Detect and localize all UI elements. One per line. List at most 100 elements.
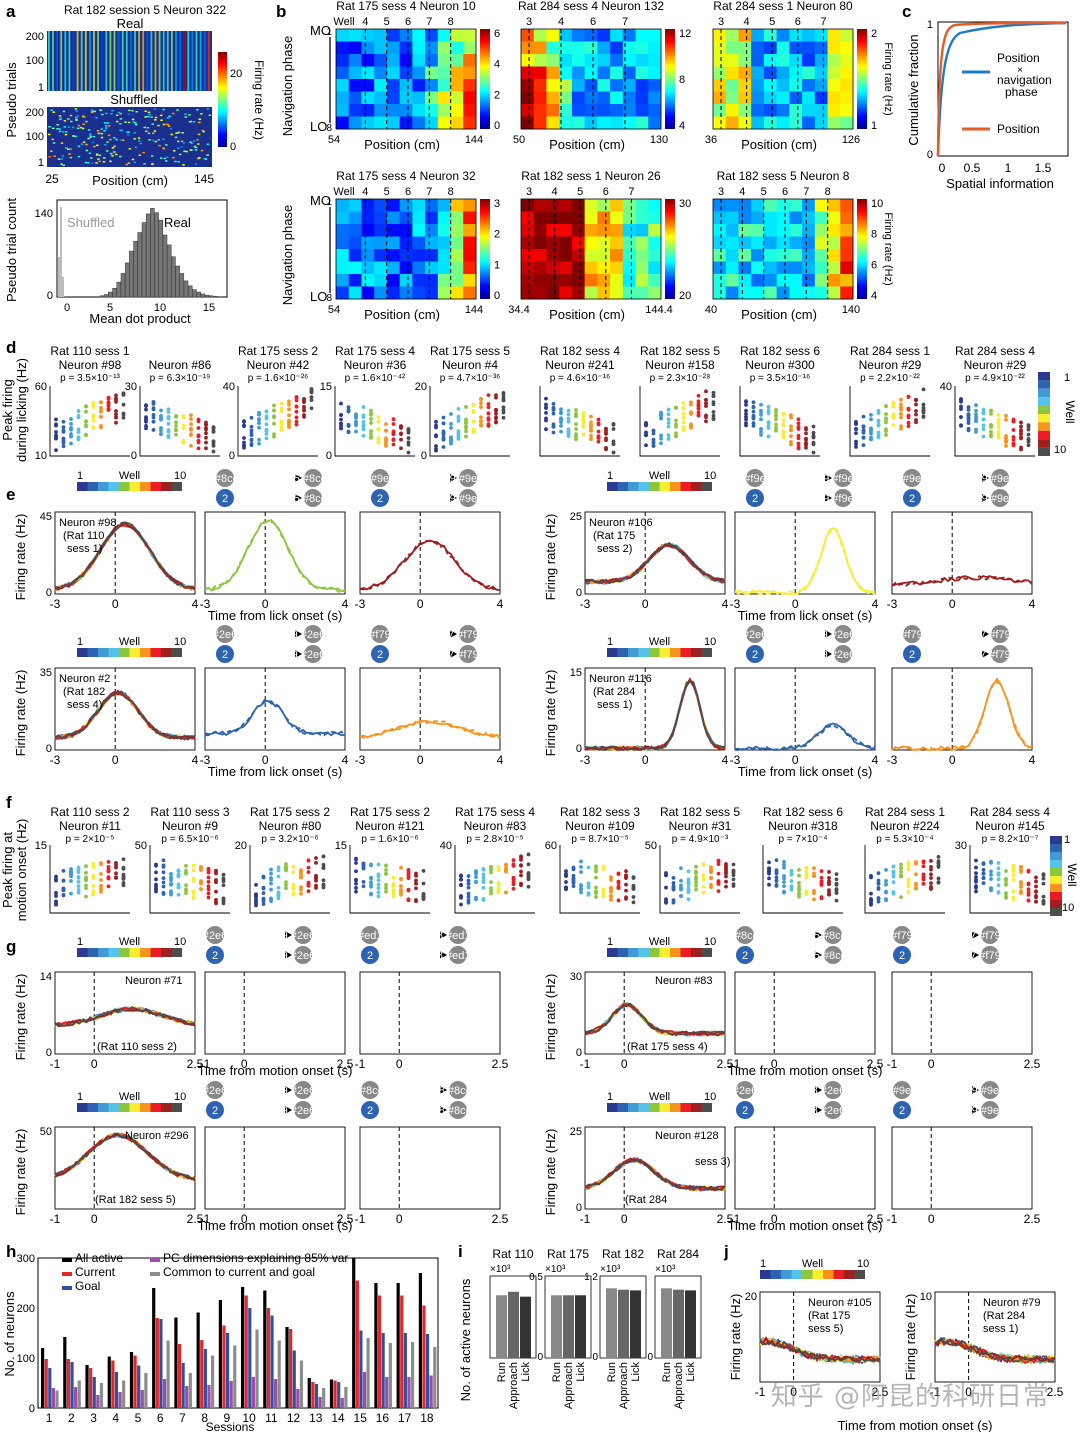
shuffled-speck [134,122,137,124]
b-cell [713,66,727,80]
well-cbar-cell [87,482,98,491]
d-point [464,420,468,424]
f-point [169,882,173,887]
xtick: 0 [771,1212,778,1226]
d-point [766,411,771,416]
shuffled-speck [85,120,88,123]
b-cell [789,236,803,250]
f-point [834,872,839,877]
j-info-2: sess 5) [808,1323,843,1335]
i-xcat: Approach [673,1362,685,1409]
d-point [309,398,314,402]
axes-box [54,511,196,595]
b-cell [827,29,841,42]
b-cell [336,104,350,117]
f-point [789,868,794,873]
f-point [564,874,568,879]
f-point [526,876,531,881]
xtick: -3 [50,753,61,767]
f-point [504,890,508,895]
f-pvalue: p = 7×10⁻⁴ [778,834,827,845]
well-cbar-cell [161,948,172,957]
h-ylabel: No. of neurons [2,1291,17,1377]
d-point [181,440,186,445]
f-neuron: Neuron #318 [768,819,838,833]
d-point [449,412,453,416]
shuffled-speck [144,110,147,112]
b-cell [361,54,375,67]
b-cell [751,224,765,237]
shuffled-speck [60,158,63,160]
f-point [176,873,181,878]
real-stripe [146,31,149,91]
b-cell [437,41,451,55]
well-cbar-cell [628,1103,639,1112]
d-point [144,403,148,407]
d-neuron: Neuron #158 [645,358,715,372]
d-point [151,428,156,432]
xtick: -3 [355,753,366,767]
b-cell [437,249,451,262]
h-legend-swatch [62,1286,72,1290]
d-point [581,424,586,429]
shuffled-speck [66,148,70,150]
d-point [159,408,163,413]
b-cell [738,249,752,262]
f-point [184,883,188,888]
f-point [914,881,918,886]
b-cell [610,66,624,80]
b-row-1: 1 [326,27,332,38]
d-cbar-top: 1 [1064,372,1070,384]
f-point [996,877,1001,882]
b-panel-title: Rat 284 sess 1 Neuron 80 [713,0,853,13]
d-point [69,426,73,431]
i-bar [606,1288,617,1358]
shuffled-speck [132,121,135,124]
b-cell [425,116,439,130]
xtick: -3 [50,597,61,611]
f-point [1004,891,1008,895]
axes-box [734,667,876,751]
b-cell [386,286,401,300]
h-bar [188,1373,192,1408]
shuffled-speck [48,133,51,136]
well-node-label: 2 [377,493,383,505]
f-point [974,865,978,870]
f-point [724,869,728,874]
b-cell [412,66,426,80]
b-colorbar [665,199,675,299]
b-cell [738,236,752,250]
firing-curve [735,723,876,751]
g-neuron: Neuron #83 [655,975,713,987]
d-point [99,424,103,428]
shuffled-speck [104,127,108,130]
f-point [876,885,881,890]
xtick: -1 [50,1212,61,1226]
well-cbar-cell [680,648,691,657]
b-cell [361,249,375,262]
d-point [869,428,873,432]
shuffled-speck [111,109,114,112]
f-point [214,898,218,902]
d-axes [429,386,510,457]
b-cell [386,66,401,80]
d-point [559,429,563,434]
f-point [716,859,721,864]
f-point [474,875,478,880]
h-bar [266,1308,271,1408]
f-point [782,862,786,867]
b-well-label: 8 [448,186,454,198]
f-point [679,878,683,883]
f-point [571,884,576,889]
shuffled-speck [206,154,209,156]
f-point [594,885,598,890]
b-cell [546,199,560,212]
b-well-label: Well [333,186,354,198]
shuffled-speck [147,132,151,135]
f-point [76,879,81,884]
d-point [989,423,993,427]
panel-letter-g: g [6,937,16,956]
b-cell [584,199,598,212]
e-info-2: sess 1) [67,543,102,555]
b-cell [713,236,727,250]
